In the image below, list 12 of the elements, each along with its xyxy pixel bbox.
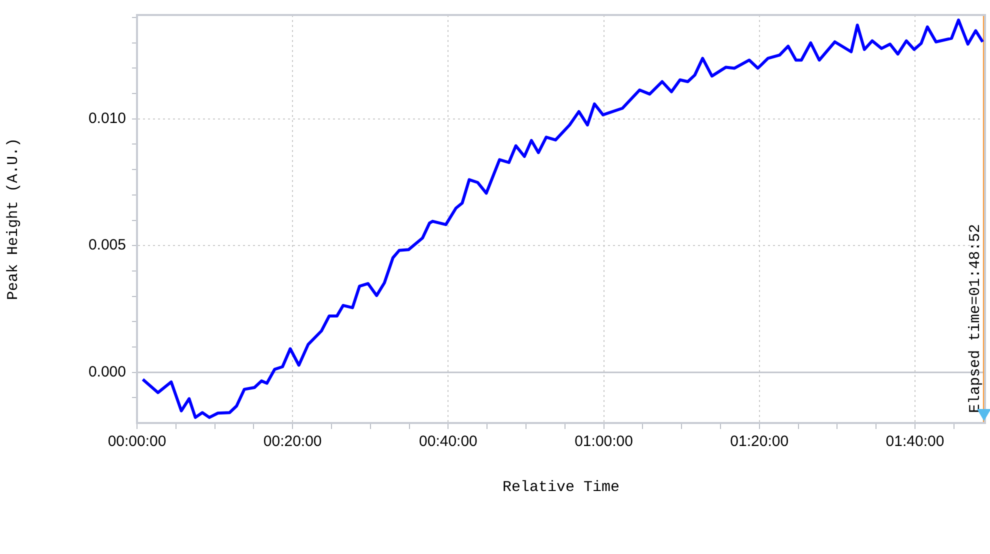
x-tick-label: 00:20:00 bbox=[263, 433, 322, 450]
x-axis-title: Relative Time bbox=[502, 478, 620, 496]
y-axis-title: Peak Height (A.U.) bbox=[4, 138, 22, 300]
y-tick-label: 0.005 bbox=[88, 236, 126, 254]
x-tick-label: 01:00:00 bbox=[574, 433, 633, 450]
x-tick-label: 00:00:00 bbox=[108, 433, 166, 450]
x-tick-label: 01:20:00 bbox=[730, 433, 789, 450]
y-tick-label: 0.000 bbox=[88, 363, 126, 380]
x-tick-label: 00:40:00 bbox=[419, 433, 478, 450]
x-tick-label: 01:40:00 bbox=[886, 433, 944, 450]
annotation: Elapsed time=01:48:52 bbox=[966, 224, 984, 413]
y-tick-label: 0.010 bbox=[88, 110, 126, 128]
